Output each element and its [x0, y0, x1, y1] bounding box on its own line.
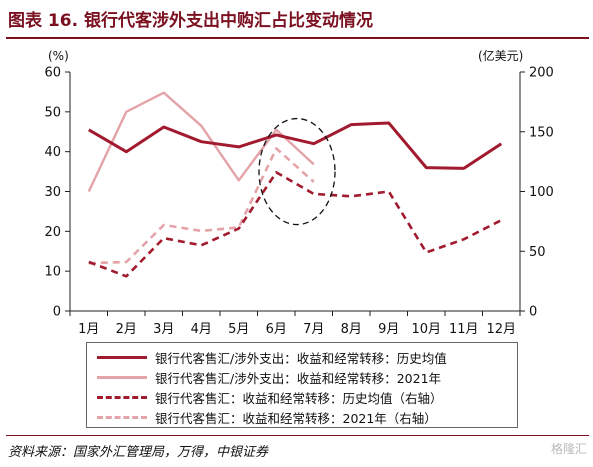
legend-item: 银行代客售汇/涉外支出：收益和经常转移：历史均值 — [97, 347, 447, 367]
legend-item: 银行代客售汇/涉外支出：收益和经常转移：2021年 — [97, 367, 441, 387]
legend-swatch — [97, 355, 147, 359]
legend-swatch — [97, 415, 147, 419]
legend-swatch — [97, 375, 147, 379]
right-tick-label: 50 — [529, 245, 546, 260]
source-divider — [6, 435, 589, 436]
x-tick-label: 12月 — [486, 322, 516, 337]
left-tick-label: 30 — [44, 185, 61, 200]
x-tick-label: 3月 — [153, 322, 174, 337]
series-line-2 — [88, 171, 502, 278]
x-tick-label: 4月 — [191, 322, 212, 337]
right-tick-label: 0 — [529, 305, 537, 320]
line-chart: 0 10 20 30 40 50 60 0 50 100 150 200 (%) (亿美元) 1月 2月 3月 4… — [44, 48, 553, 337]
chart-legend: 银行代客售汇/涉外支出：收益和经常转移：历史均值 银行代客售汇/涉外支出：收益和… — [86, 342, 518, 428]
x-tick-label: 5月 — [228, 322, 249, 337]
x-tick-label: 8月 — [341, 322, 362, 337]
legend-item: 银行代客售汇：收益和经常转移：历史均值（右轴） — [97, 387, 443, 407]
left-tick-label: 0 — [53, 305, 61, 320]
right-tick-label: 200 — [529, 66, 554, 81]
legend-item: 银行代客售汇：收益和经常转移：2021年（右轴） — [97, 407, 437, 427]
left-tick-label: 40 — [44, 145, 61, 160]
watermark: 格隆汇 — [550, 442, 587, 456]
left-tick-label: 50 — [44, 105, 61, 120]
chart-annotation — [258, 117, 336, 226]
legend-label: 银行代客售汇：收益和经常转移：2021年（右轴） — [155, 410, 437, 426]
x-tick-label: 2月 — [116, 322, 137, 337]
legend-label: 银行代客售汇/涉外支出：收益和经常转移：2021年 — [155, 370, 442, 386]
series-line-1 — [87, 91, 315, 193]
x-tick-label: 10月 — [411, 322, 441, 337]
left-tick-label: 10 — [44, 265, 61, 280]
right-axis-unit: (亿美元) — [478, 48, 523, 63]
x-tick-label: 9月 — [378, 322, 399, 337]
left-tick-label: 20 — [44, 225, 61, 240]
source-note: 资料来源：国家外汇管理局，万得，中银证券 — [8, 445, 269, 460]
x-tick-label: 7月 — [303, 322, 324, 337]
x-tick-label: 1月 — [78, 322, 99, 337]
right-tick-label: 100 — [529, 185, 554, 200]
chart-title: 图表 16. 银行代客涉外支出中购汇占比变动情况 — [8, 11, 373, 31]
chart-axes: 0 10 20 30 40 50 60 0 50 100 150 200 (%) (亿美元) 1月 2月 3月 4… — [44, 48, 553, 337]
series-line-0 — [88, 121, 503, 170]
series-line-3 — [88, 147, 315, 265]
legend-label: 银行代客售汇/涉外支出：收益和经常转移：历史均值 — [155, 350, 447, 366]
left-axis-unit: (%) — [48, 49, 69, 63]
right-tick-label: 150 — [529, 125, 554, 140]
legend-swatch — [97, 395, 147, 399]
x-tick-label: 6月 — [266, 322, 287, 337]
title-divider — [6, 37, 589, 39]
chart-series — [87, 91, 503, 278]
highlight-ellipse — [258, 117, 336, 226]
x-tick-label: 11月 — [449, 322, 479, 337]
legend-label: 银行代客售汇：收益和经常转移：历史均值（右轴） — [155, 390, 443, 406]
left-tick-label: 60 — [44, 66, 61, 81]
